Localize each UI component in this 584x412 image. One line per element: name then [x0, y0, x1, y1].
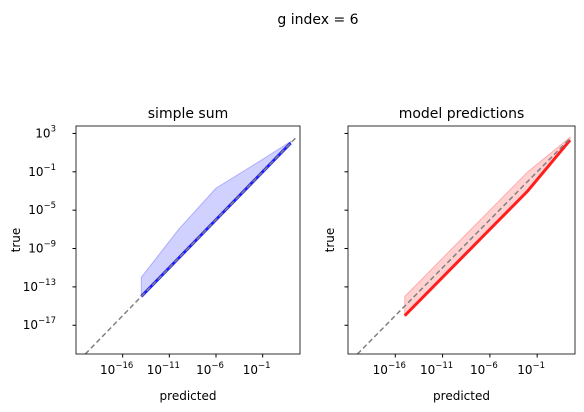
y-tick-label: 103	[35, 124, 56, 140]
x-tick-label: 10−6	[196, 361, 224, 377]
suptitle: g index = 6	[277, 12, 358, 28]
x-tick-label: 10−11	[420, 361, 453, 377]
x-tick-label: 10−16	[373, 361, 406, 377]
y-tick-label: 10−5	[28, 201, 56, 217]
axes-frame	[347, 125, 576, 355]
plot-area	[76, 126, 300, 354]
axes-title: simple sum	[148, 106, 228, 122]
density-core	[403, 139, 572, 317]
x-tick-label: 10−1	[243, 361, 271, 377]
y-tick-label: 10−17	[23, 316, 56, 332]
x-tick-label: 10−11	[147, 361, 180, 377]
y-tick-label: 10−1	[28, 163, 56, 179]
y-axis-label: true	[9, 228, 23, 253]
y-tick-label: 10−9	[28, 240, 56, 256]
reference-line	[84, 137, 296, 355]
x-axis-label: predicted	[160, 389, 217, 403]
x-tick-label: 10−6	[470, 361, 498, 377]
axes-title: model predictions	[399, 106, 525, 122]
x-tick-label: 10−16	[100, 361, 133, 377]
y-tick-label: 10−13	[23, 278, 56, 294]
x-tick-label: 10−1	[517, 361, 545, 377]
reference-line	[356, 137, 571, 355]
y-axis-label: true	[323, 228, 337, 253]
plot-area	[348, 126, 575, 354]
axes-frame	[75, 125, 301, 355]
x-axis-label: predicted	[433, 389, 490, 403]
